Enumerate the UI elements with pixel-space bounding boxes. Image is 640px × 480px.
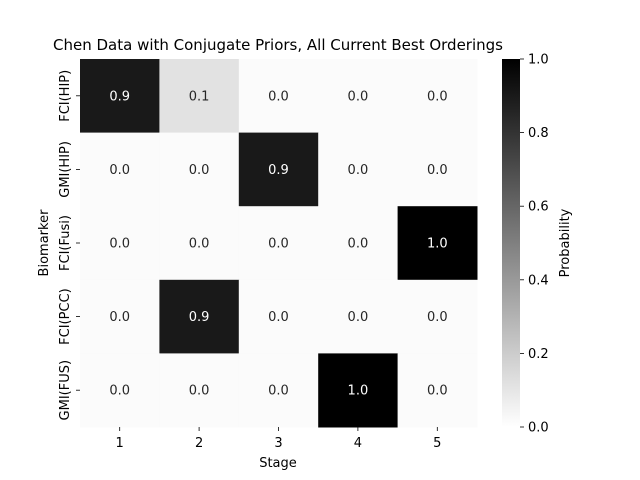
heatmap-cell [318,279,399,354]
cell-value-label: 0.0 [189,384,210,399]
y-tick-label: FCI(HIP) [58,70,73,122]
heatmap-cell [397,279,478,354]
cell-value-label: 1.0 [427,237,448,252]
cell-value-label: 0.0 [348,237,369,252]
cell-value-label: 0.0 [268,384,289,399]
heatmap-cell [80,59,160,134]
heatmap-cell [159,132,240,207]
x-tick-label: 2 [195,436,203,451]
heatmap-cell [80,132,160,207]
cell-value-label: 0.0 [189,237,210,252]
cell-value-label: 1.0 [348,384,369,399]
colorbar-tick-label: 0.6 [528,200,549,215]
colorbar-tick-label: 1.0 [528,53,549,68]
cell-value-label: 0.0 [189,163,210,178]
colorbar-ticks: 0.0 0.2 0.4 0.6 0.8 1.0 [520,53,549,436]
cell-value-label: 0.0 [348,310,369,325]
heatmap-cell [159,59,240,134]
x-tick-label: 3 [274,436,282,451]
heatmap-cell [318,353,399,428]
heatmap-cell [159,353,240,428]
x-tick-label: 5 [433,436,441,451]
cell-value-label: 0.9 [268,163,289,178]
heatmap-cells [80,59,478,428]
heatmap-cell [159,206,240,281]
cell-value-label: 0.0 [109,310,130,325]
y-tick-label: GMI(HIP) [58,141,73,198]
chart-title: Chen Data with Conjugate Priors, All Cur… [53,36,503,54]
heatmap-cell [238,279,319,354]
heatmap-cell [238,132,319,207]
heatmap-cell [159,279,240,354]
colorbar-tick-label: 0.2 [528,347,549,362]
cell-value-label: 0.0 [109,384,130,399]
cell-value-label: 0.0 [109,163,130,178]
y-tick-label: GMI(FUS) [58,360,73,421]
cell-value-label: 0.0 [427,310,448,325]
colorbar-tick-label: 0.4 [528,273,549,288]
y-axis-ticks: FCI(HIP) GMI(HIP) FCI(Fusi) FCI(PCC) GMI(FUS… [58,70,80,421]
cell-value-label: 0.9 [109,89,130,104]
cell-value-label: 0.0 [348,163,369,178]
cell-value-label: 0.0 [427,163,448,178]
y-tick-label: FCI(Fusi) [58,215,73,271]
heatmap-cell [80,206,160,281]
heatmap-cell [238,206,319,281]
heatmap-cell [80,279,160,354]
colorbar-label: Probability [558,208,573,277]
heatmap-cell [397,206,478,281]
cell-value-label: 0.1 [189,89,210,104]
y-tick-label: FCI(PCC) [58,288,73,345]
x-axis-ticks: 1 2 3 4 5 [116,427,441,451]
cell-value-label: 0.0 [268,237,289,252]
cell-value-label: 0.0 [427,89,448,104]
x-tick-label: 1 [116,436,124,451]
cell-value-label: 0.0 [348,89,369,104]
y-axis-label: Biomarker [37,209,52,277]
heatmap-cell [80,353,160,428]
cell-value-label: 0.0 [109,237,130,252]
heatmap-cell [397,59,478,134]
heatmap-cell-labels: 0.9 0.1 0.0 0.0 0.0 0.0 0.0 0.9 0.0 0.0 0.0 0.0 0.0 0… [109,89,447,398]
colorbar [502,59,520,427]
heatmap-cell [397,353,478,428]
colorbar-tick-label: 0.8 [528,126,549,141]
cell-value-label: 0.0 [427,384,448,399]
heatmap-cell [318,206,399,281]
heatmap-cell [318,59,399,134]
x-axis-label: Stage [259,456,297,471]
heatmap-cell [397,132,478,207]
cell-value-label: 0.9 [189,310,210,325]
heatmap-cell [238,59,319,134]
heatmap-cell [238,353,319,428]
heatmap-cell [318,132,399,207]
cell-value-label: 0.0 [268,89,289,104]
x-tick-label: 4 [354,436,362,451]
colorbar-tick-label: 0.0 [528,421,549,436]
cell-value-label: 0.0 [268,310,289,325]
